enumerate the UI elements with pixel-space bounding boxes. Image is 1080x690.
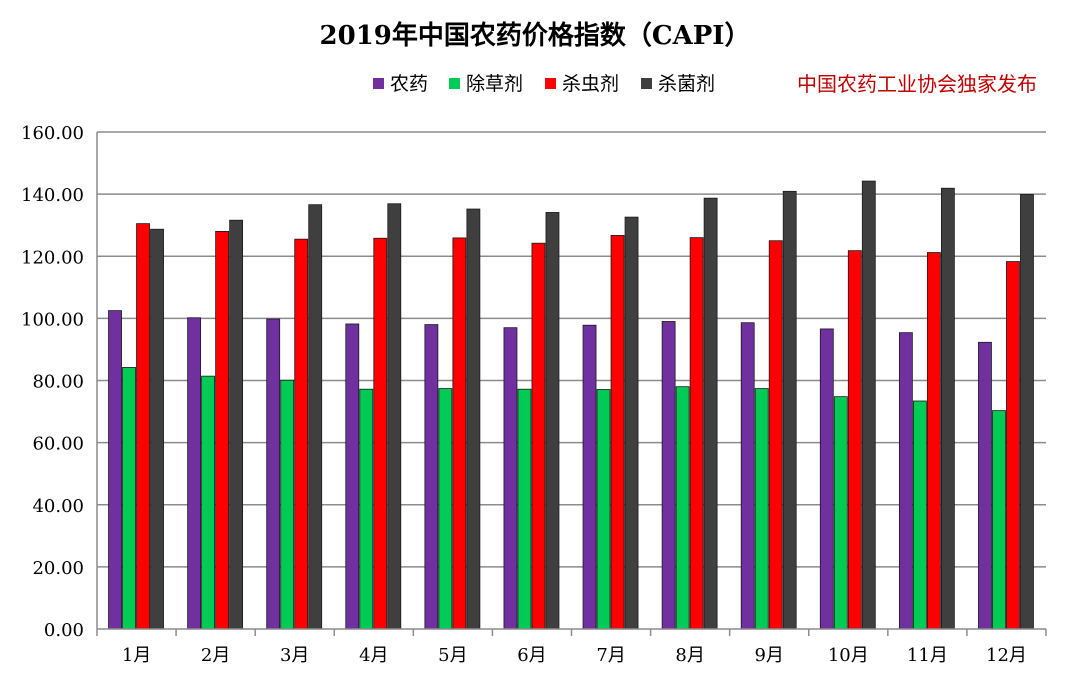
legend-item: 农药 <box>373 73 428 95</box>
x-tick-label: 8月 <box>675 645 704 666</box>
bar-杀菌剂-6月 <box>545 212 560 630</box>
legend-swatch <box>545 78 556 89</box>
bar-杀虫剂-9月 <box>768 240 783 630</box>
bar-农药-7月 <box>582 324 597 630</box>
bar-农药-10月 <box>819 328 834 630</box>
bar-杀菌剂-7月 <box>624 216 639 630</box>
x-tick-label: 11月 <box>907 645 948 666</box>
chart-title: 2019年中国农药价格指数（CAPI） <box>320 20 751 51</box>
legend-swatch <box>373 78 384 89</box>
bar-杀菌剂-3月 <box>308 204 323 630</box>
legend-label: 杀菌剂 <box>658 73 715 95</box>
bar-杀虫剂-3月 <box>294 238 309 630</box>
bar-除草剂-6月 <box>517 388 532 630</box>
bar-农药-4月 <box>345 323 360 630</box>
bar-杀菌剂-11月 <box>940 187 955 630</box>
bar-杀菌剂-5月 <box>466 208 481 630</box>
y-tick-label: 0.00 <box>44 620 84 641</box>
bar-杀菌剂-10月 <box>861 180 876 630</box>
bar-农药-11月 <box>898 332 913 630</box>
bar-农药-1月 <box>108 310 122 630</box>
x-tick-label: 10月 <box>828 645 869 666</box>
x-tick-label: 3月 <box>280 645 309 666</box>
bar-农药-3月 <box>266 318 281 630</box>
bar-除草剂-10月 <box>833 396 848 630</box>
y-tick-label: 160.00 <box>21 123 84 144</box>
y-tick-label: 80.00 <box>32 372 84 393</box>
bar-杀菌剂-8月 <box>703 197 718 630</box>
bar-除草剂-3月 <box>280 379 295 630</box>
bar-农药-12月 <box>978 341 992 630</box>
bar-除草剂-11月 <box>912 400 927 630</box>
legend-swatch <box>641 78 652 89</box>
legend-item: 杀虫剂 <box>545 73 619 95</box>
y-tick-label: 140.00 <box>21 185 84 206</box>
x-tick-label: 1月 <box>122 645 151 666</box>
x-tick-label: 5月 <box>438 645 467 666</box>
bar-杀虫剂-4月 <box>373 237 388 630</box>
x-tick-label: 6月 <box>517 645 546 666</box>
bar-农药-2月 <box>187 317 202 630</box>
bar-除草剂-8月 <box>675 386 690 630</box>
bar-除草剂-9月 <box>754 388 769 630</box>
publisher-note: 中国农药工业协会独家发布 <box>797 72 1037 96</box>
bar-除草剂-7月 <box>596 389 611 630</box>
gridlines <box>97 131 1046 568</box>
legend-item: 杀菌剂 <box>641 73 715 95</box>
bar-除草剂-12月 <box>992 410 1006 630</box>
y-tick-label: 120.00 <box>21 247 84 268</box>
bar-杀菌剂-4月 <box>387 203 402 630</box>
legend-label: 农药 <box>390 73 428 95</box>
x-tick-label: 4月 <box>359 645 388 666</box>
y-tick-label: 40.00 <box>32 496 84 517</box>
y-tick-label: 60.00 <box>32 434 84 455</box>
bars <box>108 180 1034 630</box>
bar-杀菌剂-2月 <box>229 219 244 630</box>
legend-label: 杀虫剂 <box>562 73 619 95</box>
bar-农药-9月 <box>740 322 755 630</box>
bar-杀虫剂-11月 <box>926 252 941 630</box>
x-axis: 1月 2月 3月 4月 5月 6月 7月 8月 9月 10月 11月 12月 <box>96 628 1047 666</box>
legend: 农药 除草剂 杀虫剂 杀菌剂 <box>373 73 715 95</box>
bar-除草剂-5月 <box>438 388 453 630</box>
bar-杀菌剂-1月 <box>150 228 164 630</box>
bar-杀虫剂-7月 <box>610 235 625 630</box>
legend-label: 除草剂 <box>466 73 523 95</box>
bar-杀虫剂-6月 <box>531 242 546 630</box>
bar-农药-6月 <box>503 327 518 630</box>
bar-杀菌剂-9月 <box>782 190 797 630</box>
x-tick-label: 9月 <box>754 645 783 666</box>
bar-杀虫剂-8月 <box>689 237 704 630</box>
legend-swatch <box>449 78 460 89</box>
bar-杀虫剂-2月 <box>215 230 230 630</box>
y-tick-label: 20.00 <box>32 558 84 579</box>
bar-除草剂-1月 <box>122 367 136 630</box>
bar-杀虫剂-5月 <box>452 237 467 630</box>
y-axis: 0.00 20.00 40.00 60.00 80.00 100.00 120.00 140.… <box>21 123 98 641</box>
bar-杀虫剂-1月 <box>136 223 150 630</box>
bar-除草剂-4月 <box>359 388 374 630</box>
y-tick-label: 100.00 <box>21 309 84 330</box>
bar-农药-5月 <box>424 324 439 630</box>
bar-杀菌剂-12月 <box>1020 194 1034 630</box>
bar-杀虫剂-12月 <box>1006 261 1020 630</box>
bar-杀虫剂-10月 <box>847 250 862 630</box>
x-tick-label: 7月 <box>596 645 625 666</box>
legend-item: 除草剂 <box>449 73 523 95</box>
bar-除草剂-2月 <box>201 375 216 630</box>
bar-农药-8月 <box>661 321 676 630</box>
x-tick-label: 2月 <box>201 645 230 666</box>
x-tick-label: 12月 <box>986 645 1027 666</box>
